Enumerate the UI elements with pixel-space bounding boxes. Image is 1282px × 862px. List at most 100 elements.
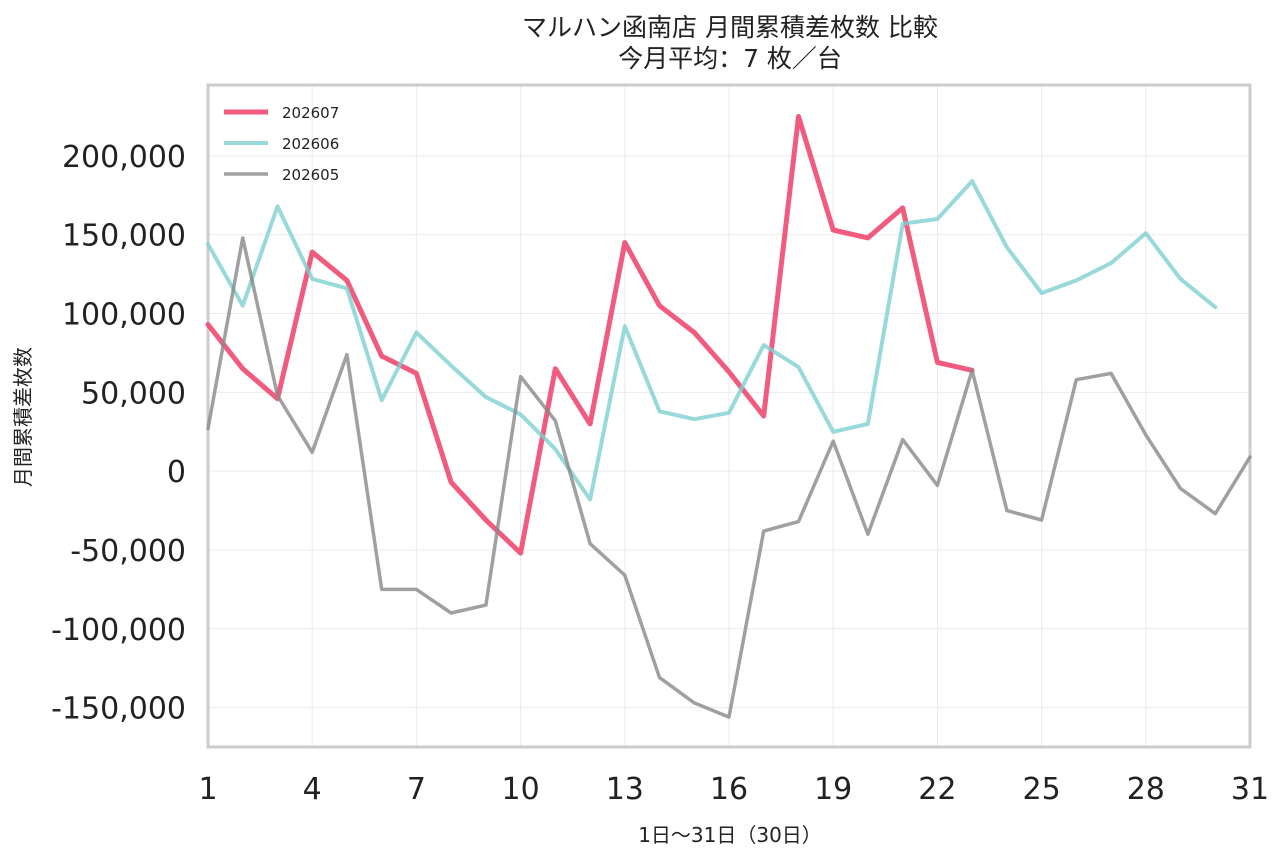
- plot-area-frame: [206, 83, 1252, 749]
- data-point: [798, 521, 800, 523]
- data-point: [485, 396, 487, 398]
- y-tick-label: 150,000: [62, 219, 186, 254]
- data-point: [937, 485, 939, 487]
- data-point: [381, 355, 383, 357]
- data-point: [693, 332, 695, 334]
- data-point: [867, 423, 869, 425]
- x-tick-label: 25: [1023, 772, 1061, 807]
- x-tick-label: 16: [710, 772, 748, 807]
- grid-lines: [207, 85, 1251, 747]
- data-point: [728, 716, 730, 718]
- data-point: [520, 552, 522, 554]
- data-point: [832, 431, 834, 433]
- data-point: [450, 365, 452, 367]
- x-tick-label: 31: [1231, 772, 1269, 807]
- data-point: [902, 223, 904, 225]
- data-point: [1041, 519, 1043, 521]
- axis-ticks: 1 4 7 10 13 16 19 22 25 28 31 -150,000 -100,000 -50,0…: [51, 140, 1269, 807]
- data-point: [416, 589, 418, 591]
- data-point: [624, 242, 626, 244]
- series-line-202606: [206, 179, 1218, 502]
- data-point: [1110, 262, 1112, 264]
- y-tick-label: 200,000: [62, 140, 186, 175]
- data-point: [416, 373, 418, 375]
- data-point: [346, 280, 348, 282]
- data-point: [763, 530, 765, 532]
- data-point: [1006, 510, 1008, 512]
- data-point: [1110, 373, 1112, 375]
- data-point: [555, 448, 557, 450]
- data-point: [832, 229, 834, 231]
- data-point: [416, 332, 418, 334]
- data-point: [1076, 379, 1078, 381]
- x-tick-label: 28: [1127, 772, 1165, 807]
- x-axis-label: 1日～31日（30日）: [638, 823, 822, 847]
- data-point: [1145, 434, 1147, 436]
- data-point: [1180, 278, 1182, 280]
- data-point: [277, 395, 279, 397]
- data-point: [693, 702, 695, 704]
- data-point: [1214, 513, 1216, 515]
- data-point: [381, 399, 383, 401]
- legend-label: 202607: [282, 104, 339, 122]
- data-point: [902, 439, 904, 441]
- data-point: [902, 207, 904, 209]
- data-point: [311, 278, 313, 280]
- data-point: [381, 589, 383, 591]
- data-point: [589, 499, 591, 501]
- data-point: [277, 206, 279, 208]
- data-point: [589, 423, 591, 425]
- data-point: [1076, 280, 1078, 282]
- data-point: [1041, 292, 1043, 294]
- data-point: [520, 376, 522, 378]
- series-line-202605: [206, 236, 1252, 719]
- x-tick-label: 7: [407, 772, 426, 807]
- x-tick-label: 19: [814, 772, 852, 807]
- x-tick-label: 13: [606, 772, 644, 807]
- data-point: [867, 533, 869, 535]
- legend: 202607 202606 202605: [224, 104, 339, 184]
- legend-label: 202606: [282, 135, 339, 153]
- data-point: [311, 451, 313, 453]
- data-point: [1214, 306, 1216, 308]
- data-point: [346, 288, 348, 290]
- data-point: [485, 519, 487, 521]
- x-tick-label: 22: [918, 772, 956, 807]
- data-point: [311, 251, 313, 253]
- data-point: [450, 481, 452, 483]
- data-point: [937, 218, 939, 220]
- data-point: [207, 324, 209, 326]
- y-tick-label: -50,000: [70, 534, 186, 569]
- data-point: [624, 325, 626, 327]
- data-point: [659, 677, 661, 679]
- data-point: [450, 612, 452, 614]
- data-point: [207, 428, 209, 430]
- data-point: [971, 369, 973, 371]
- data-point: [555, 420, 557, 422]
- y-tick-label: 0: [167, 455, 186, 490]
- data-point: [937, 362, 939, 364]
- data-point: [485, 604, 487, 606]
- chart-subtitle: 今月平均：7 枚／台: [618, 44, 842, 73]
- data-point: [207, 243, 209, 245]
- data-point: [1180, 488, 1182, 490]
- data-point: [971, 180, 973, 182]
- legend-label: 202605: [282, 166, 339, 184]
- y-tick-label: 100,000: [62, 298, 186, 333]
- y-tick-label: -150,000: [51, 692, 186, 727]
- data-point: [798, 116, 800, 118]
- data-point: [798, 366, 800, 368]
- data-point: [659, 305, 661, 307]
- data-point: [728, 371, 730, 373]
- data-point: [242, 237, 244, 239]
- data-point: [867, 237, 869, 239]
- x-tick-label: 1: [198, 772, 217, 807]
- data-point: [763, 415, 765, 417]
- data-point: [763, 344, 765, 346]
- data-point: [1006, 247, 1008, 249]
- data-point: [520, 414, 522, 416]
- data-point: [1249, 456, 1251, 458]
- data-point: [555, 368, 557, 370]
- data-point: [242, 305, 244, 307]
